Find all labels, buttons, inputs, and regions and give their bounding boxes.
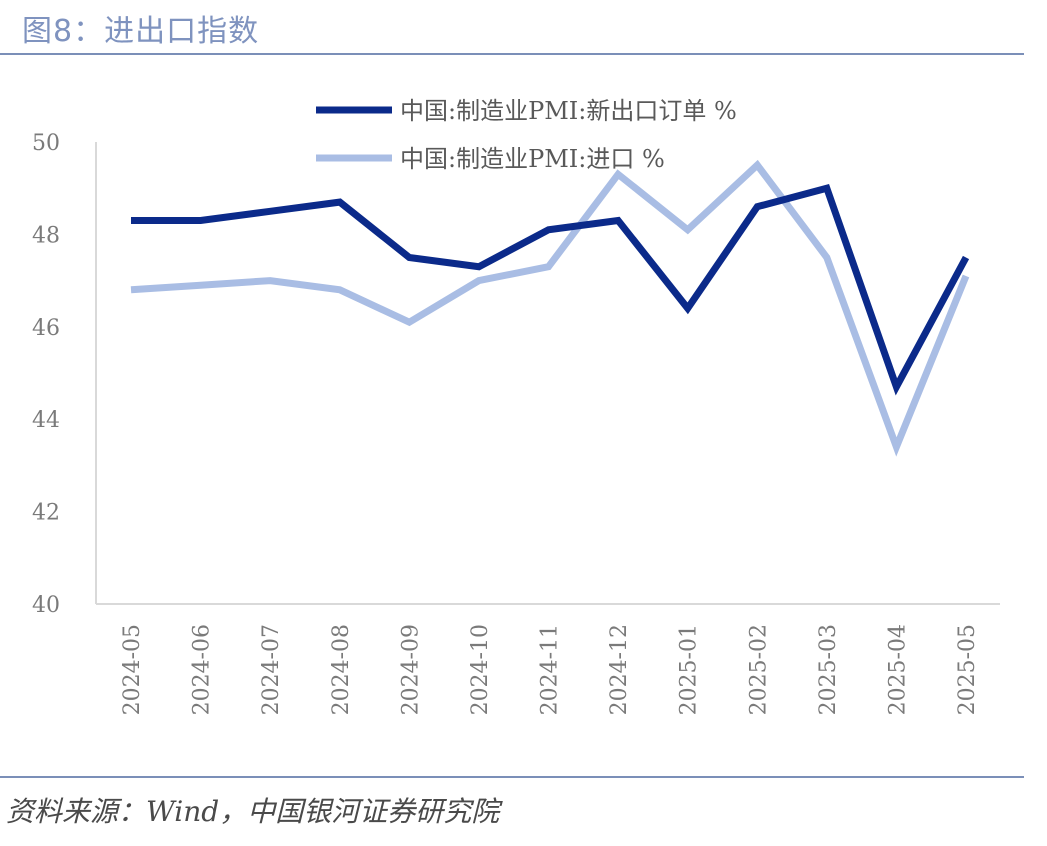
source-note: 资料来源：Wind，中国银河证券研究院 [6,795,500,828]
x-tick-label: 2024-12 [607,624,632,715]
x-tick-label: 2024-06 [190,624,215,715]
top-rule [0,53,1024,55]
x-tick-label: 2025-05 [955,624,980,715]
series-line [130,159,970,457]
y-tick-label: 40 [32,593,60,618]
bottom-rule [0,776,1024,778]
x-tick-label: 2024-05 [120,624,145,715]
y-tick-label: 48 [32,223,60,248]
x-tick-label: 2024-08 [329,624,354,715]
series-line [131,183,970,396]
legend-label: 中国:制造业PMI:进口 % [400,145,665,173]
x-tick-label: 2024-07 [259,624,284,715]
y-tick-label: 50 [32,131,60,156]
x-tick-label: 2025-02 [746,624,771,715]
figure-title: 图8：进出口指数 [22,14,260,49]
y-tick-label: 42 [32,501,60,526]
x-tick-label: 2025-01 [677,624,702,715]
x-tick-label: 2025-04 [885,624,910,715]
chart-series [130,159,970,457]
chart-axes [95,142,1000,605]
chart-legend: 中国:制造业PMI:新出口订单 % 中国:制造业PMI:进口 % [316,97,737,173]
legend-label: 中国:制造业PMI:新出口订单 % [400,97,737,125]
x-tick-label: 2024-11 [538,624,563,715]
y-axis-ticks: 40 42 44 46 48 50 [32,131,60,618]
x-tick-label: 2025-03 [816,624,841,715]
y-tick-label: 46 [32,316,60,341]
x-tick-label: 2024-10 [468,624,493,715]
y-tick-label: 44 [32,408,60,433]
x-axis-ticks: 2024-05 2024-06 2024-07 2024-08 2024-09 2024-… [120,624,980,715]
x-tick-label: 2024-09 [398,624,423,715]
